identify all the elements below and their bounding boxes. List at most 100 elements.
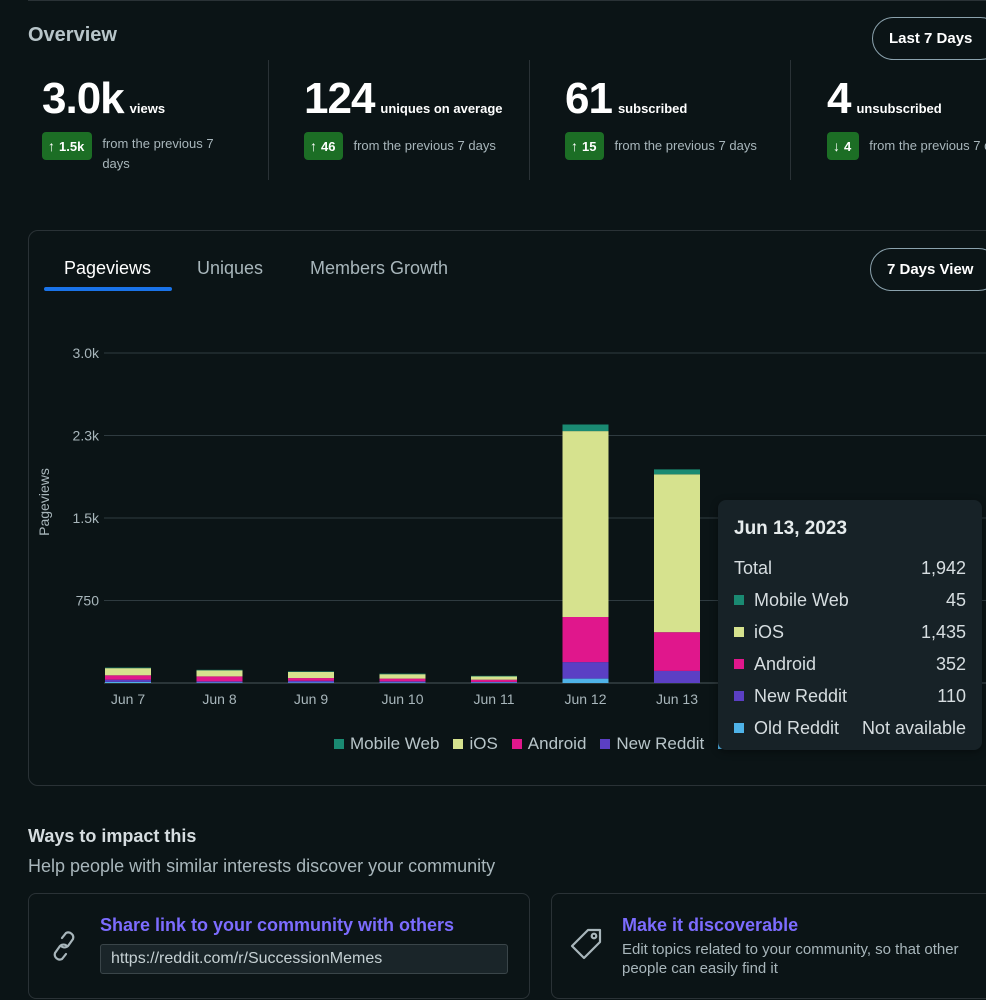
bar-segment-android[interactable] (196, 676, 243, 682)
bar-segment-ios[interactable] (471, 676, 517, 680)
make-discoverable-card[interactable] (551, 893, 986, 999)
bar-segment-old-reddit[interactable] (562, 678, 609, 683)
legend-item-new-reddit[interactable]: New Reddit (600, 734, 704, 754)
bar-segment-ios[interactable] (288, 672, 334, 679)
last-7-days-button[interactable]: Last 7 Days (872, 17, 986, 60)
bar-segment-old-reddit[interactable] (471, 682, 517, 683)
legend-swatch (600, 739, 611, 749)
arrow-down-icon: ↓ (833, 138, 840, 154)
bar-segment-mobile-web[interactable] (196, 669, 243, 671)
x-tick-label: Jun 12 (564, 691, 606, 707)
seven-days-view-button[interactable]: 7 Days View (870, 248, 986, 291)
change-badge: ↑ 1.5k (42, 132, 93, 160)
change-badge: ↑ 46 (304, 132, 344, 160)
tooltip-row: Android 352 (734, 648, 966, 680)
legend-swatch (453, 739, 464, 749)
bar-segment-new-reddit[interactable] (196, 681, 243, 683)
bar-segment-android[interactable] (562, 617, 609, 663)
bar-segment-new-reddit[interactable] (105, 679, 151, 682)
legend-item-mobile-web[interactable]: Mobile Web (334, 734, 439, 754)
stat-uniques: 124 uniques on average ↑ 46 from the prev… (304, 74, 503, 160)
tooltip-swatch (734, 595, 744, 605)
bar-segment-old-reddit[interactable] (379, 682, 426, 683)
active-tab-indicator (44, 287, 172, 291)
bar-segment-ios[interactable] (654, 474, 700, 633)
link-icon (48, 928, 80, 969)
tooltip-swatch (734, 723, 744, 733)
legend-swatch (511, 739, 522, 749)
stat-note: from the previous 7 days (614, 138, 757, 153)
bar-segment-new-reddit[interactable] (288, 680, 334, 683)
top-divider (28, 0, 986, 1)
x-tick-label: Jun 7 (111, 691, 145, 707)
stat-label: unsubscribed (856, 101, 942, 116)
bar-segment-mobile-web[interactable] (105, 667, 151, 669)
tab-pageviews[interactable]: Pageviews (64, 258, 152, 278)
bar-segment-ios[interactable] (562, 431, 609, 617)
bar-segment-old-reddit[interactable] (288, 682, 334, 683)
arrow-up-icon: ↑ (310, 138, 317, 154)
bar-segment-android[interactable] (105, 675, 151, 680)
bar-segment-mobile-web[interactable] (379, 673, 426, 675)
bar-segment-mobile-web[interactable] (654, 469, 700, 475)
y-tick-label: 2.3k (73, 428, 100, 444)
stat-subscribed: 61 subscribed ↑ 15 from the previous 7 da… (565, 74, 757, 160)
tooltip-swatch (734, 627, 744, 637)
share-link-title[interactable]: Share link to your community with others (100, 915, 455, 935)
community-url-field[interactable]: https://reddit.com/r/SuccessionMemes (100, 944, 508, 974)
tooltip-row: Old Reddit Not available (734, 712, 966, 744)
make-discoverable-description: Edit topics related to your community, s… (622, 941, 959, 977)
stat-divider (268, 60, 269, 180)
chart-tooltip: Jun 13, 2023 Total 1,942 Mobile Web 45 iOS… (718, 500, 982, 750)
stat-value: 124 (304, 74, 375, 123)
bar-segment-ios[interactable] (379, 674, 426, 679)
tooltip-date: Jun 13, 2023 (734, 518, 848, 539)
bar-segment-ios[interactable] (196, 670, 243, 677)
share-link-card[interactable] (28, 893, 530, 999)
y-tick-label: 3.0k (73, 345, 100, 361)
bar-segment-new-reddit[interactable] (471, 681, 517, 683)
stat-label: views (129, 101, 166, 116)
stat-value: 4 (827, 74, 852, 123)
stat-note: from the previous 7 days (102, 136, 214, 171)
tab-uniques[interactable]: Uniques (197, 258, 264, 278)
stat-note: from the previous 7 days (353, 138, 496, 153)
tab-members-growth[interactable]: Members Growth (310, 258, 449, 278)
stat-value: 3.0k (42, 74, 125, 123)
chart-card (28, 230, 986, 786)
arrow-up-icon: ↑ (571, 138, 578, 154)
bar-segment-old-reddit[interactable] (105, 681, 151, 683)
x-tick-label: Jun 8 (202, 691, 236, 707)
bar-segment-old-reddit[interactable] (196, 682, 243, 683)
bar-segment-android[interactable] (379, 678, 426, 682)
tooltip-swatch (734, 659, 744, 669)
bar-segment-android[interactable] (288, 678, 334, 681)
y-tick-label: 1.5k (73, 510, 100, 526)
legend-swatch (334, 739, 344, 749)
x-tick-label: Jun 13 (656, 691, 698, 707)
tag-icon (568, 926, 606, 969)
y-tick-label: 750 (76, 593, 100, 609)
bar-segment-mobile-web[interactable] (562, 424, 609, 432)
make-discoverable-title[interactable]: Make it discoverable (622, 915, 799, 935)
tooltip-total-row: Total 1,942 (734, 557, 966, 578)
bar-segment-android[interactable] (471, 679, 517, 682)
bar-segment-ios[interactable] (105, 668, 151, 676)
tooltip-row: iOS 1,435 (734, 616, 966, 648)
stat-value: 61 (565, 74, 613, 123)
change-badge: ↑ 15 (565, 132, 605, 160)
bar-segment-android[interactable] (654, 632, 700, 671)
change-badge: ↓ 4 (827, 132, 860, 160)
bar-segment-new-reddit[interactable] (562, 662, 609, 679)
x-tick-label: Jun 11 (474, 691, 515, 707)
legend-item-ios[interactable]: iOS (453, 734, 498, 754)
bar-segment-mobile-web[interactable] (471, 675, 517, 677)
bar-segment-new-reddit[interactable] (379, 681, 426, 683)
tooltip-swatch (734, 691, 744, 701)
bar-segment-mobile-web[interactable] (288, 671, 334, 672)
bar-segment-new-reddit[interactable] (654, 670, 700, 683)
legend-item-android[interactable]: Android (511, 734, 586, 754)
stat-divider (529, 60, 530, 180)
stat-views: 3.0k views ↑ 1.5k from the previous 7 day… (42, 74, 232, 174)
stat-divider (790, 60, 791, 180)
